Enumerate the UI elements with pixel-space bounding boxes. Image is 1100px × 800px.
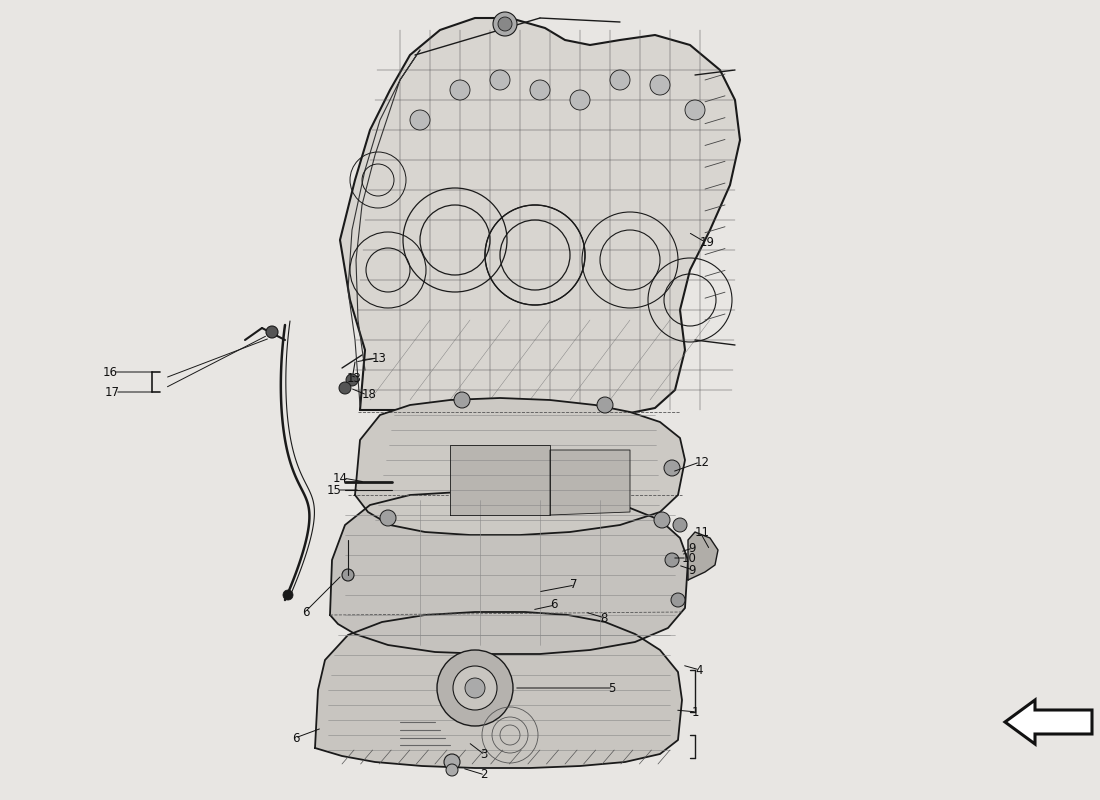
- Circle shape: [346, 374, 358, 386]
- Polygon shape: [550, 450, 630, 515]
- Circle shape: [490, 70, 510, 90]
- Circle shape: [446, 764, 458, 776]
- Circle shape: [664, 460, 680, 476]
- Circle shape: [570, 90, 590, 110]
- Polygon shape: [315, 612, 682, 768]
- Circle shape: [342, 569, 354, 581]
- Circle shape: [450, 80, 470, 100]
- Circle shape: [666, 553, 679, 567]
- Text: 4: 4: [695, 663, 703, 677]
- Polygon shape: [340, 18, 740, 415]
- Text: 2: 2: [480, 769, 487, 782]
- Text: 11: 11: [695, 526, 710, 538]
- Circle shape: [266, 326, 278, 338]
- Text: 8: 8: [600, 611, 607, 625]
- Text: 6: 6: [302, 606, 310, 618]
- Circle shape: [493, 12, 517, 36]
- Text: 14: 14: [333, 471, 348, 485]
- Circle shape: [339, 382, 351, 394]
- Text: 10: 10: [682, 551, 697, 565]
- Text: 9: 9: [688, 542, 695, 554]
- Text: 3: 3: [480, 749, 487, 762]
- Text: 17: 17: [104, 386, 120, 398]
- Circle shape: [444, 754, 460, 770]
- Circle shape: [685, 100, 705, 120]
- Text: 13: 13: [372, 351, 387, 365]
- Polygon shape: [330, 492, 688, 654]
- Circle shape: [283, 590, 293, 600]
- Circle shape: [654, 512, 670, 528]
- Text: 6: 6: [550, 598, 558, 611]
- Text: 7: 7: [570, 578, 578, 591]
- Text: 9: 9: [688, 563, 695, 577]
- Circle shape: [673, 518, 688, 532]
- Text: 16: 16: [103, 366, 118, 378]
- Circle shape: [379, 510, 396, 526]
- Text: 18: 18: [362, 389, 377, 402]
- Text: 19: 19: [700, 235, 715, 249]
- Circle shape: [610, 70, 630, 90]
- Circle shape: [410, 110, 430, 130]
- Circle shape: [453, 666, 497, 710]
- Polygon shape: [688, 532, 718, 580]
- Polygon shape: [355, 398, 685, 535]
- Circle shape: [454, 392, 470, 408]
- Circle shape: [437, 650, 513, 726]
- Circle shape: [671, 593, 685, 607]
- Polygon shape: [450, 445, 550, 515]
- Circle shape: [650, 75, 670, 95]
- Circle shape: [498, 17, 512, 31]
- Circle shape: [530, 80, 550, 100]
- Circle shape: [597, 397, 613, 413]
- Circle shape: [465, 678, 485, 698]
- Text: 12: 12: [695, 455, 710, 469]
- Text: 5: 5: [608, 682, 615, 694]
- Polygon shape: [1005, 700, 1092, 744]
- Text: 1: 1: [692, 706, 700, 718]
- Text: 6: 6: [293, 731, 300, 745]
- Text: 13: 13: [348, 371, 362, 385]
- Text: 15: 15: [327, 483, 342, 497]
